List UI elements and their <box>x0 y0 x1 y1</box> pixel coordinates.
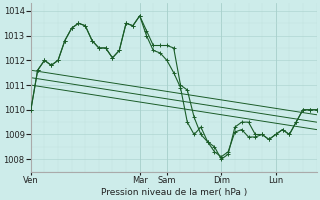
X-axis label: Pression niveau de la mer( hPa ): Pression niveau de la mer( hPa ) <box>100 188 247 197</box>
